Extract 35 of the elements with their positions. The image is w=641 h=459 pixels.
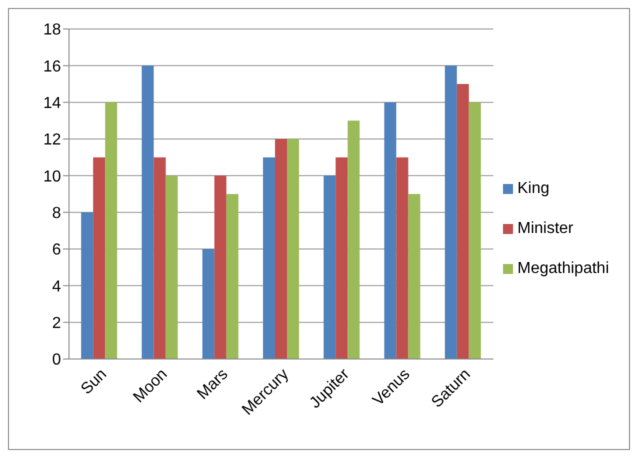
- bar: [263, 157, 275, 359]
- bar: [202, 249, 214, 359]
- bar: [444, 66, 457, 359]
- y-tick-label: 10: [43, 168, 62, 186]
- y-tick-label: 8: [52, 205, 62, 222]
- bar: [336, 157, 348, 359]
- y-tick-label: 12: [43, 132, 62, 149]
- legend-label: Megathipathi: [517, 260, 609, 277]
- bar: [93, 157, 106, 359]
- bar: [105, 102, 118, 359]
- bar: [324, 176, 336, 359]
- bar: [456, 84, 469, 359]
- bar: [142, 66, 154, 359]
- y-tick-label: 14: [43, 95, 62, 112]
- y-tick-label: 0: [52, 352, 62, 369]
- bar: [396, 157, 408, 359]
- bar: [166, 176, 178, 359]
- y-tick-label: 18: [43, 22, 62, 39]
- bar: [348, 120, 360, 359]
- y-tick-label: 16: [43, 58, 62, 76]
- y-tick-label: 4: [52, 278, 62, 296]
- bar: [384, 102, 396, 359]
- bar: [468, 102, 481, 359]
- bar: [214, 176, 226, 359]
- legend-label: King: [517, 180, 550, 197]
- bar: [275, 139, 287, 359]
- bar: [226, 194, 238, 359]
- y-tick-label: 2: [52, 315, 62, 332]
- x-tick-label: Sun: [78, 366, 110, 398]
- bar: [81, 212, 94, 359]
- bar: [287, 139, 299, 359]
- y-tick-label: 6: [52, 242, 62, 259]
- legend-label: Minister: [517, 220, 574, 237]
- bar: [408, 194, 420, 359]
- bar: [154, 157, 166, 359]
